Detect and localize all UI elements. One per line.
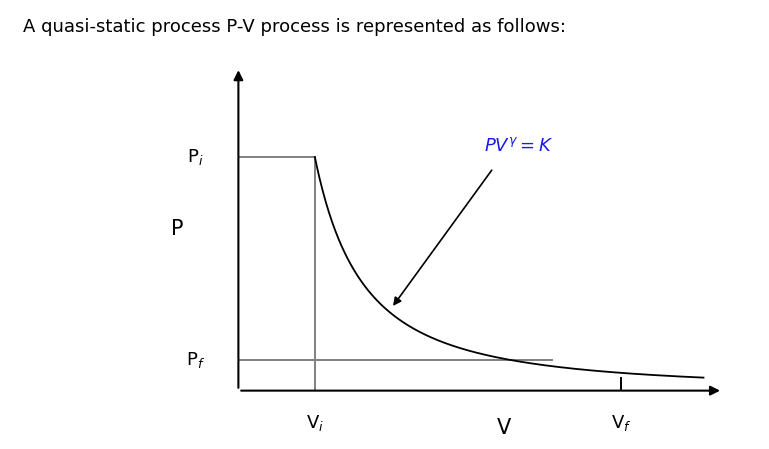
Text: V: V [497,418,511,438]
Text: V$_f$: V$_f$ [611,413,631,433]
Text: P: P [171,219,184,239]
Text: P$_f$: P$_f$ [185,350,205,370]
Text: P$_i$: P$_i$ [187,147,203,167]
Text: V$_i$: V$_i$ [306,413,324,433]
Text: $\mathit{PV}^{\gamma} = K$: $\mathit{PV}^{\gamma} = K$ [484,137,554,155]
Text: A quasi-static process P-V process is represented as follows:: A quasi-static process P-V process is re… [23,18,566,36]
